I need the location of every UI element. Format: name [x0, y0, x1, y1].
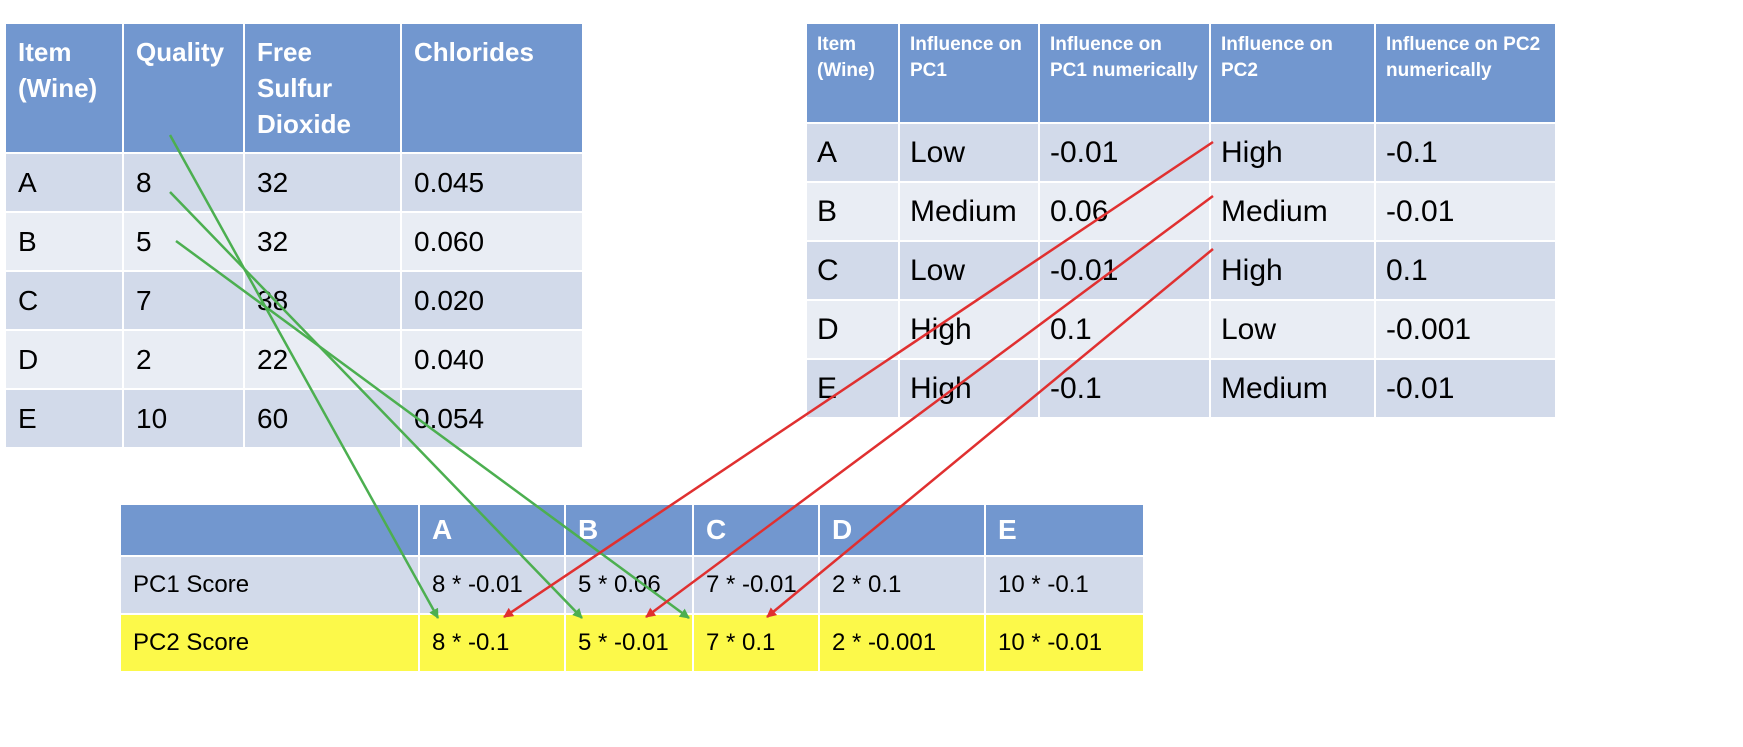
item-cell: D	[805, 299, 900, 360]
pc1-influence-cell: High	[898, 299, 1040, 360]
sulfur-cell: 32	[243, 152, 402, 213]
pc1-numeric-cell: -0.1	[1038, 358, 1211, 419]
pc1-score-row: PC1 Score 8 * -0.01 5 * 0.06 7 * -0.01 2…	[119, 555, 1145, 615]
header-b: B	[564, 503, 694, 557]
pc2-numeric-cell: -0.01	[1374, 358, 1557, 419]
score-cell: 5 * 0.06	[564, 555, 694, 615]
score-cell: 7 * -0.01	[692, 555, 820, 615]
table-row: A Low -0.01 High -0.1	[805, 122, 1557, 183]
pc1-influence-cell: Medium	[898, 181, 1040, 242]
pc1-influence-cell: High	[898, 358, 1040, 419]
header-item: Item (Wine)	[4, 22, 124, 154]
table-row: D 2 22 0.040	[4, 329, 584, 390]
sulfur-cell: 32	[243, 211, 402, 272]
pc2-numeric-cell: -0.1	[1374, 122, 1557, 183]
item-cell: B	[805, 181, 900, 242]
pc1-numeric-cell: -0.01	[1038, 122, 1211, 183]
influence-table: Item (Wine) Influence on PC1 Influence o…	[805, 22, 1557, 419]
score-cell: 2 * -0.001	[818, 613, 986, 673]
table-row: E 10 60 0.054	[4, 388, 584, 449]
row-label: PC2 Score	[119, 613, 420, 673]
pc2-influence-cell: Medium	[1209, 358, 1376, 419]
pc1-numeric-cell: 0.06	[1038, 181, 1211, 242]
header-c: C	[692, 503, 820, 557]
header-quality: Quality	[122, 22, 245, 154]
header-d: D	[818, 503, 986, 557]
chlorides-cell: 0.040	[400, 329, 584, 390]
influence-table-header: Item (Wine) Influence on PC1 Influence o…	[805, 22, 1557, 124]
sulfur-cell: 38	[243, 270, 402, 331]
item-cell: B	[4, 211, 124, 272]
quality-cell: 8	[122, 152, 245, 213]
header-influence-pc2: Influence on PC2	[1209, 22, 1376, 124]
item-cell: A	[4, 152, 124, 213]
item-cell: C	[4, 270, 124, 331]
table-row: B Medium 0.06 Medium -0.01	[805, 181, 1557, 242]
pc1-numeric-cell: 0.1	[1038, 299, 1211, 360]
quality-cell: 7	[122, 270, 245, 331]
header-empty	[119, 503, 420, 557]
header-chlorides: Chlorides	[400, 22, 584, 154]
quality-table-header: Item (Wine) Quality Free Sulfur Dioxide …	[4, 22, 584, 154]
score-cell: 5 * -0.01	[564, 613, 694, 673]
sulfur-cell: 60	[243, 388, 402, 449]
chlorides-cell: 0.060	[400, 211, 584, 272]
pc1-numeric-cell: -0.01	[1038, 240, 1211, 301]
item-cell: A	[805, 122, 900, 183]
score-table: A B C D E PC1 Score 8 * -0.01 5 * 0.06 7…	[119, 503, 1145, 673]
pc1-influence-cell: Low	[898, 122, 1040, 183]
quality-cell: 10	[122, 388, 245, 449]
table-row: C 7 38 0.020	[4, 270, 584, 331]
item-cell: E	[4, 388, 124, 449]
table-row: E High -0.1 Medium -0.01	[805, 358, 1557, 419]
header-e: E	[984, 503, 1145, 557]
chlorides-cell: 0.020	[400, 270, 584, 331]
pc2-numeric-cell: -0.001	[1374, 299, 1557, 360]
pc2-numeric-cell: -0.01	[1374, 181, 1557, 242]
table-row: C Low -0.01 High 0.1	[805, 240, 1557, 301]
header-influence-pc1: Influence on PC1	[898, 22, 1040, 124]
table-row: B 5 32 0.060	[4, 211, 584, 272]
pc2-influence-cell: High	[1209, 122, 1376, 183]
table-row: D High 0.1 Low -0.001	[805, 299, 1557, 360]
chlorides-cell: 0.054	[400, 388, 584, 449]
item-cell: E	[805, 358, 900, 419]
quality-cell: 5	[122, 211, 245, 272]
score-cell: 7 * 0.1	[692, 613, 820, 673]
pc2-influence-cell: High	[1209, 240, 1376, 301]
item-cell: D	[4, 329, 124, 390]
header-item: Item (Wine)	[805, 22, 900, 124]
header-influence-pc2-numeric: Influence on PC2 numerically	[1374, 22, 1557, 124]
quality-cell: 2	[122, 329, 245, 390]
header-free-sulfur-dioxide: Free Sulfur Dioxide	[243, 22, 402, 154]
table-row: A 8 32 0.045	[4, 152, 584, 213]
pc1-influence-cell: Low	[898, 240, 1040, 301]
score-table-header: A B C D E	[119, 503, 1145, 557]
chlorides-cell: 0.045	[400, 152, 584, 213]
pc2-influence-cell: Medium	[1209, 181, 1376, 242]
pc2-score-row: PC2 Score 8 * -0.1 5 * -0.01 7 * 0.1 2 *…	[119, 613, 1145, 673]
pc2-influence-cell: Low	[1209, 299, 1376, 360]
row-label: PC1 Score	[119, 555, 420, 615]
sulfur-cell: 22	[243, 329, 402, 390]
header-a: A	[418, 503, 566, 557]
pc2-numeric-cell: 0.1	[1374, 240, 1557, 301]
score-cell: 8 * -0.1	[418, 613, 566, 673]
score-cell: 8 * -0.01	[418, 555, 566, 615]
score-cell: 10 * -0.1	[984, 555, 1145, 615]
score-cell: 2 * 0.1	[818, 555, 986, 615]
header-influence-pc1-numeric: Influence on PC1 numerically	[1038, 22, 1211, 124]
score-cell: 10 * -0.01	[984, 613, 1145, 673]
quality-table: Item (Wine) Quality Free Sulfur Dioxide …	[4, 22, 584, 449]
item-cell: C	[805, 240, 900, 301]
